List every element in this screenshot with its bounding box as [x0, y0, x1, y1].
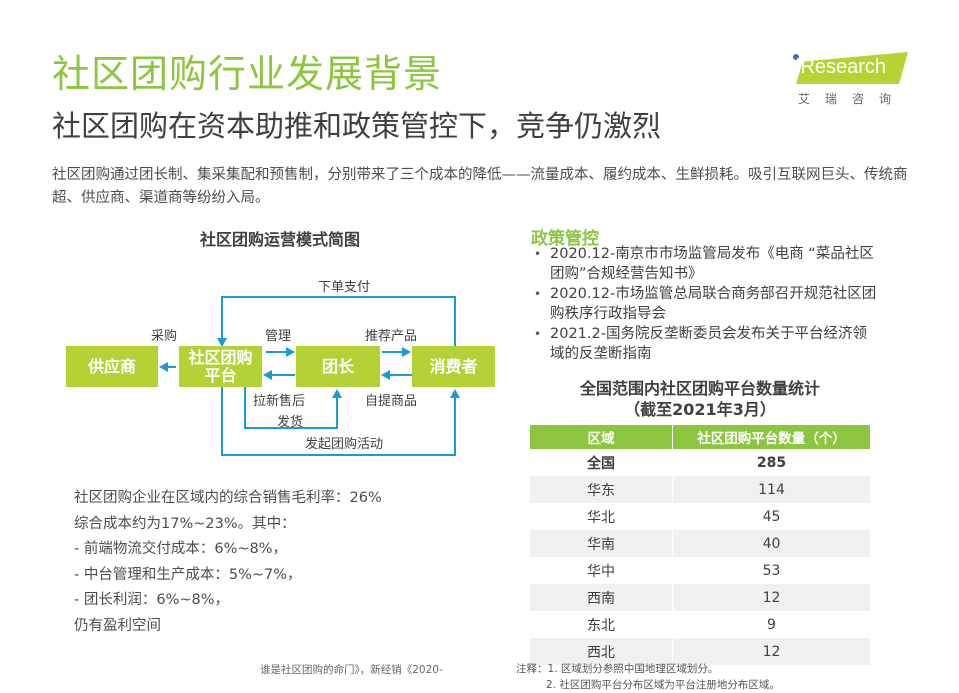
cell-count: 45 — [762, 508, 781, 525]
leader-to-platform-line — [272, 374, 295, 376]
label-manage: 管理 — [265, 329, 292, 344]
table-row: 华北 45 — [530, 503, 870, 530]
cell-count: 40 — [672, 530, 870, 557]
order-pay-line-left — [221, 296, 223, 339]
cell-region: 华北 — [530, 503, 673, 530]
arrow-down-icon — [217, 338, 227, 347]
cell-region: 华中 — [530, 557, 673, 584]
table-row: 华中 53 — [530, 557, 870, 584]
arrow-right-icon — [286, 347, 295, 357]
policy-item: 2020.12-南京市市场监管局发布《电商 “菜品社区团购”合规经营告知书》 — [531, 244, 881, 284]
table-row: 全国 285 — [530, 449, 870, 476]
column-header-region: 区域 — [530, 425, 673, 449]
node-leader-label: 团长 — [321, 356, 354, 376]
label-order-pay: 下单支付 — [318, 280, 371, 295]
node-supplier: 供应商 — [66, 346, 158, 387]
node-platform: 社区团购 平台 — [179, 346, 262, 387]
page-subtitle: 社区团购在资本助推和政策管控下，竞争仍激烈 — [52, 109, 662, 143]
cell-count: 53 — [762, 562, 781, 579]
node-platform-label-1: 社区团购 — [188, 347, 253, 367]
cell-region: 东北 — [530, 611, 673, 638]
activity-line-left — [221, 387, 223, 456]
logo-dot-icon — [793, 54, 799, 60]
ship-line-left — [244, 387, 246, 428]
label-acquire-aftersale: 拉新售后 — [253, 394, 306, 409]
margin-line: - 前端物流交付成本：6%~8%， — [74, 541, 287, 557]
table-row: 西南 12 — [530, 584, 870, 611]
activity-line-right — [454, 398, 456, 456]
node-consumer-label: 消费者 — [429, 356, 478, 376]
table-row: 华东 114 — [530, 476, 870, 503]
cell-region: 华南 — [530, 530, 673, 557]
arrow-left-icon — [381, 370, 390, 380]
manage-line — [266, 351, 287, 353]
cell-count: 114 — [672, 476, 870, 503]
iresearch-logo: iResearch 艾瑞咨询 — [788, 50, 918, 110]
ship-line-bottom — [244, 427, 338, 429]
label-procure: 采购 — [151, 329, 178, 344]
footnote: 注释：1. 区域划分参照中国地理区域划分。 2. 社区团购平台分布区域为平台注册… — [516, 661, 780, 693]
node-consumer: 消费者 — [412, 346, 495, 387]
procure-line — [168, 366, 176, 368]
margin-line: 综合成本约为17%~23%。其中： — [74, 515, 296, 532]
table-header-row: 区域 社区团购平台数量（个） — [530, 425, 870, 449]
arrow-up-icon — [332, 389, 342, 398]
table-title: 全国范围内社区团购平台数量统计 （截至2021年3月） — [530, 378, 870, 420]
logo-brand-text: iResearch — [796, 56, 887, 78]
logo-cn-text: 艾瑞咨询 — [798, 92, 907, 106]
policy-item: 2020.12-市场监管总局联合商务部召开规范社区团购秩序行政指导会 — [531, 284, 881, 324]
label-recommend: 推荐产品 — [365, 329, 418, 344]
margin-line: - 团长利润：6%~8%， — [74, 592, 229, 608]
order-pay-line-top — [221, 296, 456, 298]
order-pay-line-right — [454, 296, 456, 347]
table-row: 西北 12 — [530, 638, 870, 665]
platform-count-table: 区域 社区团购平台数量（个） 全国 285 华东 114 华北 45 华南 40… — [530, 425, 870, 665]
table-row: 东北 9 — [530, 611, 870, 638]
cell-region: 全国 — [530, 449, 673, 476]
label-self-pickup: 自提商品 — [365, 394, 418, 409]
node-supplier-label: 供应商 — [87, 356, 136, 376]
cell-region: 西南 — [530, 584, 673, 611]
margin-line: - 中台管理和生产成本：5%~7%， — [74, 566, 302, 583]
diagram-title: 社区团购运营模式简图 — [199, 230, 360, 249]
margin-line: 社区团购企业在区域内的综合销售毛利率：26% — [74, 490, 382, 506]
intro-paragraph: 社区团购通过团长制、集采集配和预售制，分别带来了三个成本的降低——流量成本、履约… — [52, 167, 908, 206]
cell-count: 12 — [672, 638, 870, 665]
page-title: 社区团购行业发展背景 — [52, 52, 443, 96]
ship-line-right — [336, 398, 338, 429]
node-platform-label-2: 平台 — [204, 365, 237, 385]
policy-list: 2020.12-南京市市场监管局发布《电商 “菜品社区团购”合规经营告知书》 2… — [531, 244, 881, 364]
cell-count: 285 — [756, 454, 787, 471]
pickup-line — [390, 374, 412, 376]
margin-info: 社区团购企业在区域内的综合销售毛利率：26% 综合成本约为17%~23%。其中：… — [74, 486, 382, 639]
source-text: 谁是社区团购的命门》，新经销《2020- — [260, 664, 443, 676]
arrow-right-icon — [402, 347, 411, 357]
label-launch-activity: 发起团购活动 — [305, 437, 384, 452]
arrow-up-icon — [450, 389, 460, 398]
label-ship: 发货 — [277, 415, 304, 430]
column-header-count: 社区团购平台数量（个） — [672, 425, 870, 449]
footnote-line-2: 2. 社区团购平台分布区域为平台注册地分布区域。 — [546, 679, 780, 691]
cell-region: 华东 — [530, 476, 673, 503]
cell-region: 西北 — [530, 638, 673, 665]
arrow-left-icon — [263, 370, 272, 380]
table-title-line-1: 全国范围内社区团购平台数量统计 — [579, 379, 820, 398]
footnote-line-1: 注释：1. 区域划分参照中国地理区域划分。 — [516, 663, 719, 675]
table-title-line-2: （截至2021年3月） — [624, 400, 776, 419]
table-row: 华南 40 — [530, 530, 870, 557]
node-leader: 团长 — [296, 346, 380, 387]
margin-line: 仍有盈利空间 — [74, 617, 161, 634]
arrow-left-icon — [159, 362, 168, 372]
cell-count: 9 — [767, 616, 776, 633]
recommend-line — [382, 351, 403, 353]
cell-count: 12 — [672, 584, 870, 611]
policy-item: 2021.2-国务院反垄断委员会发布关于平台经济领域的反垄断指南 — [531, 324, 881, 364]
activity-line-bottom — [221, 454, 456, 456]
